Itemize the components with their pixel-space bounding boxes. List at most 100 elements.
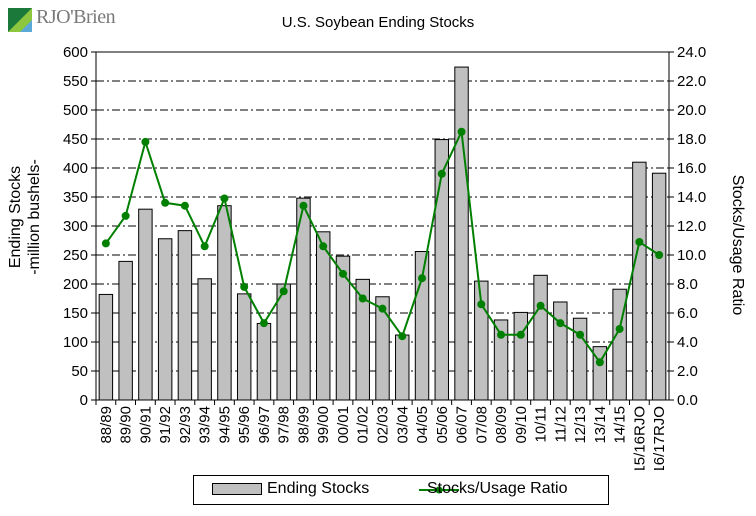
y-left-tick-label: 250 <box>63 247 88 264</box>
y-right-tick-label: 22.0 <box>677 73 706 90</box>
ratio-point-07/08 <box>477 300 486 309</box>
x-tick-label-06/07: 06/07 <box>454 406 471 444</box>
x-tick-label-98/99: 98/99 <box>295 406 312 444</box>
bar-99/00 <box>316 231 331 401</box>
ratio-point-15/16RJO <box>635 237 644 246</box>
ratio-point-04/05 <box>418 274 427 283</box>
bars-ending-stocks <box>98 66 667 401</box>
ratio-point-11/12 <box>556 319 565 328</box>
ratio-point-05/06 <box>437 169 446 178</box>
y-right-tick-label: 14.0 <box>677 189 706 206</box>
x-tick-label-96/97: 96/97 <box>256 406 273 444</box>
y-right-tick-label: 12.0 <box>677 218 706 235</box>
x-tick-label-13/14: 13/14 <box>592 406 609 444</box>
x-tick-label-07/08: 07/08 <box>473 406 490 444</box>
ratio-point-10/11 <box>536 301 545 310</box>
bar-96/97 <box>256 322 272 401</box>
x-tick-label-11/12: 11/12 <box>552 406 569 442</box>
ratio-point-91/92 <box>161 198 170 207</box>
bar-97/98 <box>276 283 291 401</box>
bar-11/12 <box>553 301 568 401</box>
ratio-point-02/03 <box>378 304 387 313</box>
ratio-point-12/13 <box>576 330 585 339</box>
x-tick-label-88/89: 88/89 <box>98 406 115 444</box>
y-left-tick-label: 550 <box>63 73 88 90</box>
y-right-tick-label: 2.0 <box>677 363 698 380</box>
ratio-point-03/04 <box>398 332 407 341</box>
y-left-tick-label: 0 <box>80 392 88 409</box>
ratio-point-95/96 <box>240 282 249 291</box>
bar-93/94 <box>197 278 212 401</box>
ratio-point-90/91 <box>141 137 150 146</box>
axes: 0 50 100 150 200 250 300 350 400 450 500 550 600 0.0 2… <box>63 44 706 470</box>
x-tick-label-94/95: 94/95 <box>216 406 233 444</box>
bar-90/91 <box>138 208 153 401</box>
ratio-point-98/99 <box>299 201 308 210</box>
y-left-tick-label: 150 <box>63 305 88 322</box>
legend: Ending Stocks Stocks/Usage Ratio <box>193 475 609 505</box>
ratio-point-96/97 <box>259 319 268 328</box>
chart-title: U.S. Soybean Ending Stocks <box>281 14 475 31</box>
y-right-tick-label: 4.0 <box>677 334 698 351</box>
bar-06/07 <box>454 66 469 401</box>
y-right-tick-label: 8.0 <box>677 276 698 293</box>
legend-label-ending-stocks: Ending Stocks <box>267 480 370 497</box>
bar-94/95 <box>217 205 232 401</box>
y-left-tick-label: 600 <box>63 44 88 61</box>
ratio-point-01/02 <box>358 294 367 303</box>
x-tick-label-15/16RJO: 15/16RJO <box>631 406 648 470</box>
ratio-point-92/93 <box>180 201 189 210</box>
x-tick-label-05/06: 05/06 <box>434 406 451 444</box>
bar-16/17RJO <box>651 172 667 401</box>
y-left-tick-label: 300 <box>63 218 88 235</box>
x-tick-label-90/91: 90/91 <box>137 406 154 444</box>
x-tick-label-02/03: 02/03 <box>375 406 392 444</box>
ratio-point-97/98 <box>279 287 288 296</box>
legend-label-ratio: Stocks/Usage Ratio <box>427 480 568 497</box>
bar-91/92 <box>157 238 173 401</box>
ratio-point-00/01 <box>338 269 347 278</box>
y-right-tick-label: 16.0 <box>677 160 706 177</box>
ratio-point-94/95 <box>220 194 229 203</box>
chart-canvas: 0 50 100 150 200 250 300 350 400 450 500 550 600 0.0 2… <box>63 44 706 470</box>
ratio-point-99/00 <box>319 242 328 251</box>
line-stocks-usage <box>101 127 664 367</box>
y-left-tick-label: 100 <box>63 334 88 351</box>
ratio-point-89/90 <box>121 211 130 220</box>
x-tick-label-10/11: 10/11 <box>533 406 550 442</box>
x-tick-label-89/90: 89/90 <box>118 406 135 444</box>
bar-12/13 <box>572 317 588 401</box>
ratio-point-93/94 <box>200 242 209 251</box>
y-left-tick-label: 350 <box>63 189 88 206</box>
ratio-point-88/89 <box>101 239 110 248</box>
x-tick-label-14/15: 14/15 <box>612 406 629 444</box>
bar-09/10 <box>513 311 529 401</box>
bar-88/89 <box>98 293 114 401</box>
y-left-tick-label: 200 <box>63 276 88 293</box>
rjobrien-logo-mark <box>8 8 32 32</box>
x-tick-label-91/92: 91/92 <box>157 406 174 444</box>
bar-03/04 <box>395 334 410 401</box>
x-tick-label-95/96: 95/96 <box>236 406 253 444</box>
x-tick-label-08/09: 08/09 <box>493 406 510 444</box>
ratio-point-14/15 <box>615 324 624 333</box>
y-left-tick-label: 400 <box>63 160 88 177</box>
bar-95/96 <box>236 293 252 401</box>
plot-frame <box>95 51 670 401</box>
x-tick-label-04/05: 04/05 <box>414 406 431 444</box>
y-left-tick-label: 450 <box>63 131 88 148</box>
y-right-tick-label: 24.0 <box>677 44 706 61</box>
y-right-tick-label: 6.0 <box>677 305 698 322</box>
y-right-tick-label: 18.0 <box>677 131 706 148</box>
y-left-tick-label: 500 <box>63 102 88 119</box>
bar-15/16RJO <box>632 161 647 401</box>
ratio-point-06/07 <box>457 127 466 136</box>
x-tick-label-16/17RJO: 16/17RJO <box>651 406 668 470</box>
y-left-tick-label: 50 <box>71 363 88 380</box>
x-tick-label-92/93: 92/93 <box>177 406 194 444</box>
x-tick-label-93/94: 93/94 <box>197 406 214 444</box>
x-tick-label-01/02: 01/02 <box>355 406 372 444</box>
x-tick-label-99/00: 99/00 <box>315 406 332 444</box>
x-tick-label-00/01: 00/01 <box>335 406 352 444</box>
bar-92/93 <box>177 230 193 401</box>
